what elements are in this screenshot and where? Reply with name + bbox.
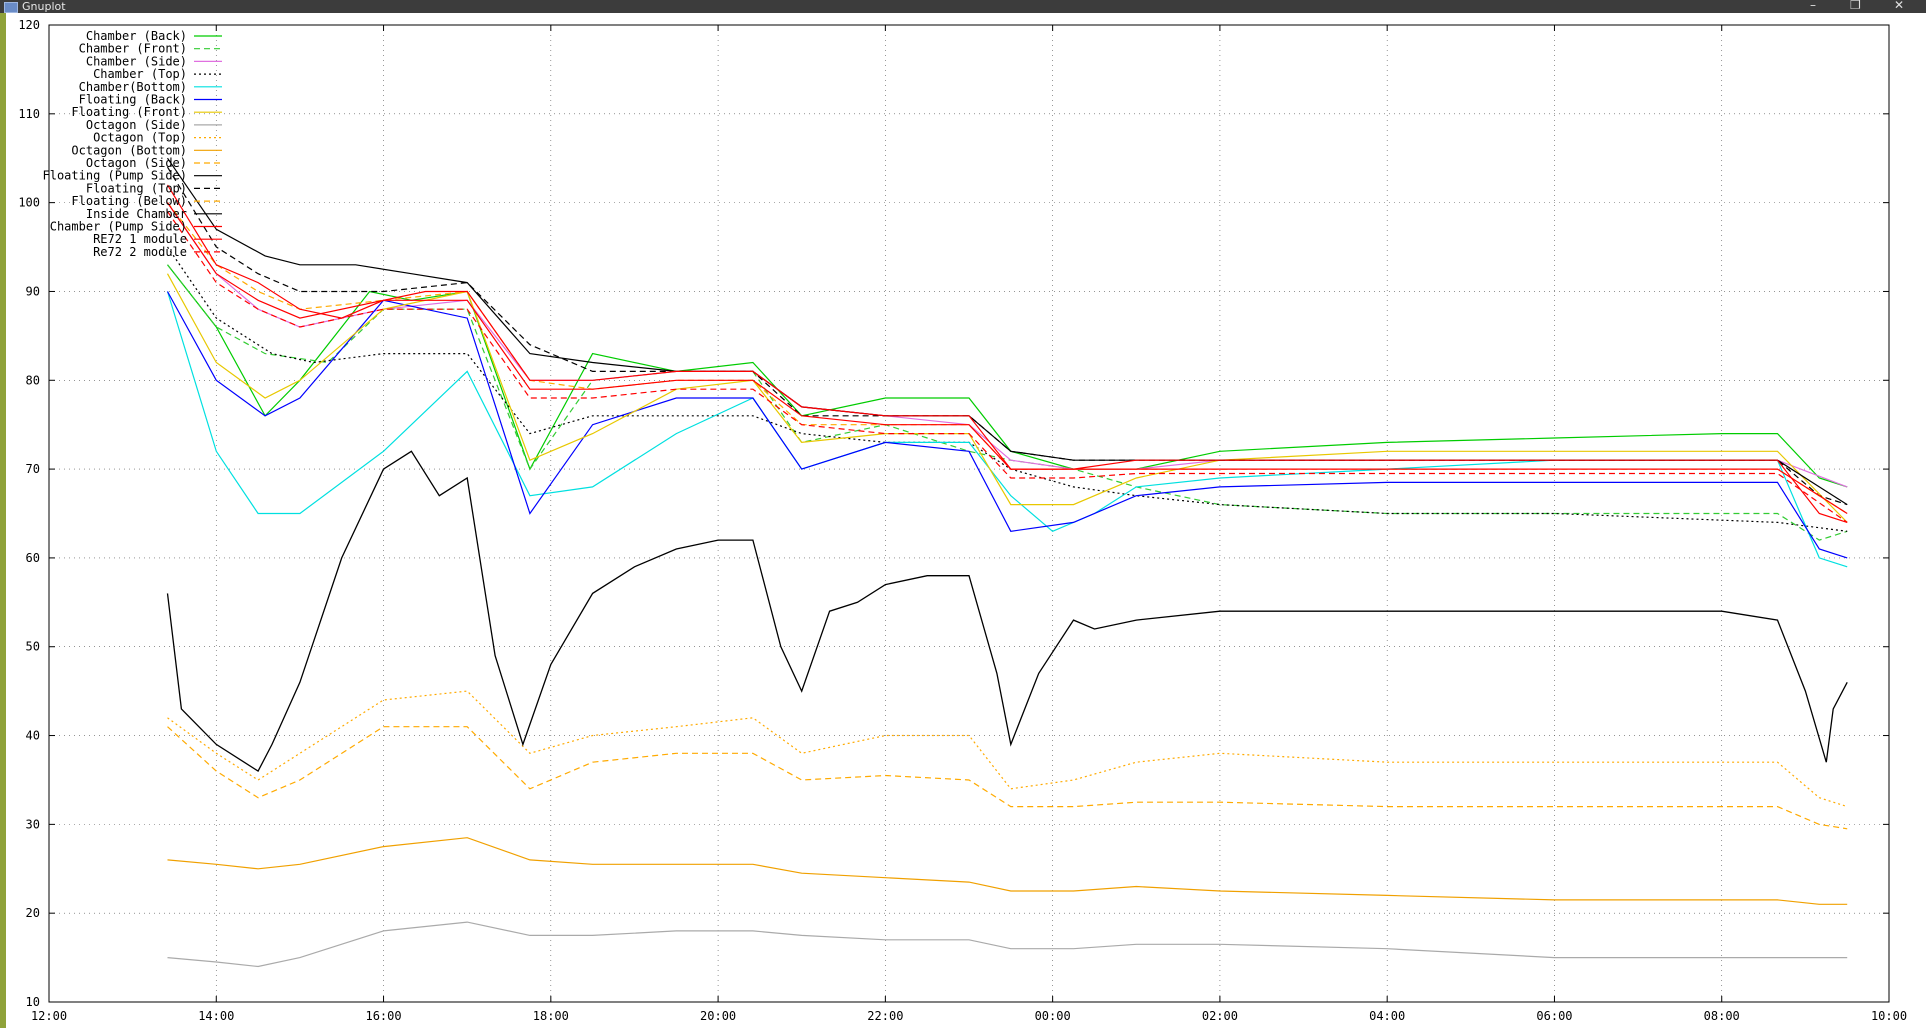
legend-label: Chamber (Front) [79,42,187,56]
x-tick-label: 18:00 [533,1009,569,1023]
series-line-0 [167,264,1848,488]
close-icon[interactable]: ✕ [1894,0,1905,12]
series-lines [166,157,1848,968]
legend-label: Octagon (Bottom) [71,143,187,157]
series-line-11 [167,157,1848,506]
x-tick-label: 14:00 [198,1009,234,1023]
series-line-16 [167,202,1848,515]
y-axis-ticks: 10 20 30 40 50 60 70 80 90 100 110 120 [18,18,1889,1009]
y-tick-label: 100 [18,196,40,210]
x-tick-label: 04:00 [1369,1009,1405,1023]
series-line-7 [167,921,1848,968]
minimize-icon[interactable]: – [1810,0,1816,12]
x-tick-label: 16:00 [365,1009,401,1023]
gnuplot-app-icon [4,2,18,13]
legend-label: Octagon (Side) [86,118,187,132]
legend-label: Octagon (Top) [93,131,187,145]
series-line-2 [167,202,1848,488]
y-tick-label: 110 [18,107,40,121]
x-tick-label: 12:00 [31,1009,67,1023]
y-tick-label: 40 [26,729,40,743]
series-line-8 [167,690,1848,808]
legend-label: Chamber (Top) [93,67,187,81]
window-titlebar: Gnuplot – ❐ ✕ [0,0,1926,13]
legend-label: Chamber (Back) [86,29,187,43]
series-line-10 [167,726,1848,830]
legend-label: Floating (Front) [71,105,187,119]
x-tick-label: 02:00 [1202,1009,1238,1023]
series-line-12 [166,166,1848,506]
series-line-9 [167,837,1848,905]
y-tick-label: 120 [18,18,40,32]
y-tick-label: 50 [26,640,40,654]
legend-label: Floating (Top) [86,181,187,195]
y-tick-label: 70 [26,462,40,476]
legend-label: Chamber (Pump Side) [50,220,187,234]
legend-label: Re72 2 module [93,245,187,259]
legend-label: Chamber(Bottom) [79,80,187,94]
x-tick-label: 08:00 [1704,1009,1740,1023]
y-tick-label: 10 [26,995,40,1009]
y-tick-label: 20 [26,906,40,920]
legend-label: Floating (Back) [79,93,187,107]
legend-label: Chamber (Side) [86,54,187,68]
legend-label: RE72 1 module [93,232,187,246]
restore-icon[interactable]: ❐ [1850,0,1861,12]
window-title: Gnuplot [22,0,66,13]
plot-frame [48,24,1890,1003]
x-tick-label: 20:00 [700,1009,736,1023]
legend: Chamber (Back)Chamber (Front)Chamber (Si… [43,29,222,259]
x-tick-label: 06:00 [1536,1009,1572,1023]
legend-label: Inside Chamber [86,207,187,221]
x-tick-label: 22:00 [867,1009,903,1023]
legend-label: Floating (Pump Side) [43,169,188,183]
series-line-14 [166,450,1848,773]
y-tick-label: 30 [26,817,40,831]
x-tick-label: 00:00 [1035,1009,1071,1023]
y-tick-label: 80 [26,373,40,387]
legend-label: Floating (Below) [71,194,187,208]
series-line-6 [166,273,1848,523]
grid-lines [49,25,1889,1002]
x-axis-ticks: 12:00 14:00 16:00 18:00 20:00 22:00 00:00 02:00… [31,25,1907,1023]
legend-label: Octagon (Side) [86,156,187,170]
series-line-5 [166,291,1848,559]
window-left-border [0,13,6,1028]
series-line-17 [167,211,1848,523]
series-line-3 [167,246,1848,532]
y-tick-label: 60 [26,551,40,565]
x-tick-label: 10:00 [1871,1009,1907,1023]
series-line-15 [166,184,1848,523]
y-tick-label: 90 [26,284,40,298]
